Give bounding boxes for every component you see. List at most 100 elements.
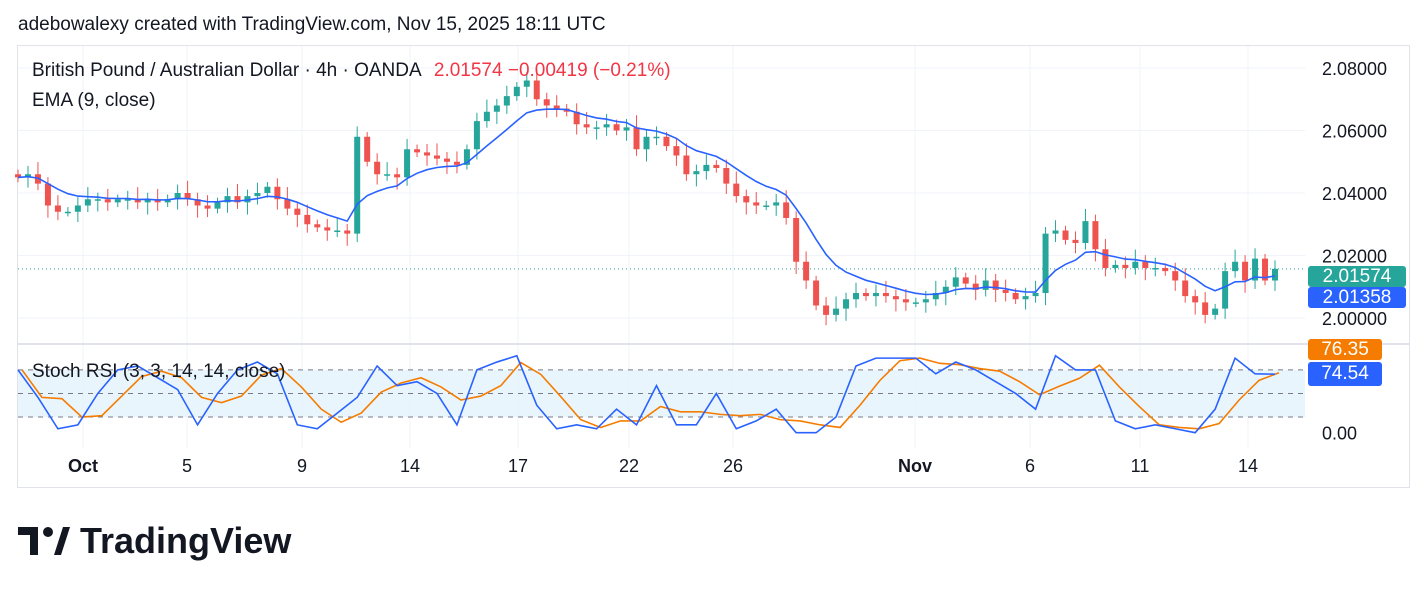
ema-legend: EMA (9, close) <box>32 90 156 111</box>
candle-body <box>843 299 850 309</box>
candle-body <box>1062 230 1069 240</box>
candle-body <box>942 286 949 293</box>
candle-body <box>1112 264 1119 268</box>
candle-body <box>813 280 820 306</box>
candle-body <box>1262 258 1269 281</box>
candle-body <box>94 199 101 201</box>
candle-body <box>214 202 221 209</box>
candle-body <box>683 155 690 175</box>
price-tick-label: 2.06000 <box>1322 122 1387 142</box>
candle-body <box>294 208 301 215</box>
candle-body <box>763 205 770 207</box>
candle-body <box>982 280 989 290</box>
candle-body <box>493 105 500 112</box>
candle-body <box>653 136 660 139</box>
candle-body <box>673 146 680 156</box>
candle-body <box>703 164 710 172</box>
stoch-d-badge: 76.35 <box>1308 339 1382 360</box>
candle-body <box>194 199 201 206</box>
candle-body <box>134 199 141 203</box>
stoch-tick-label: 0.00 <box>1322 424 1357 444</box>
candle-body <box>234 196 241 203</box>
candle-body <box>1142 261 1149 268</box>
candle-body <box>663 136 670 147</box>
candle-body <box>384 174 391 176</box>
time-tick-label: 14 <box>400 456 420 476</box>
candle-body <box>154 199 161 203</box>
time-tick-label: 6 <box>1025 456 1035 476</box>
chart-frame[interactable] <box>17 45 1410 488</box>
candle-body <box>473 121 480 150</box>
candle-body <box>1212 308 1219 315</box>
tradingview-logo[interactable]: TradingView <box>18 520 291 562</box>
time-tick-label: 9 <box>297 456 307 476</box>
candle-body <box>354 136 361 234</box>
candle-body <box>753 202 760 206</box>
candle-body <box>972 283 979 290</box>
candle-body <box>553 105 560 109</box>
candle-body <box>583 124 590 128</box>
stoch-d-line <box>21 357 1280 430</box>
candle-body <box>513 86 520 97</box>
candle-body <box>723 168 730 184</box>
candle-body <box>254 193 261 197</box>
candle-body <box>643 136 650 150</box>
candle-body <box>543 99 550 106</box>
time-tick-label: 11 <box>1131 456 1150 476</box>
price-tick-label: 2.02000 <box>1322 247 1387 267</box>
price-tick-label: 2.08000 <box>1322 59 1387 79</box>
candle-body <box>633 127 640 150</box>
candle-body <box>264 186 271 193</box>
candle-body <box>364 136 371 162</box>
candle-body <box>74 205 81 212</box>
candle-body <box>503 96 510 106</box>
candle-body <box>593 127 600 129</box>
symbol-title: British Pound / Australian Dollar · 4h ·… <box>32 60 421 81</box>
candle-body <box>1172 271 1179 281</box>
candle-body <box>463 149 470 165</box>
chart-caption: adebowalexy created with TradingView.com… <box>18 14 606 35</box>
candle-body <box>1022 296 1029 300</box>
candle-body <box>1202 302 1209 315</box>
candle-body <box>1182 280 1189 297</box>
candle-body <box>803 261 810 281</box>
candle-body <box>872 293 879 297</box>
price-change: −0.00419 (−0.21%) <box>507 60 671 81</box>
ema-line <box>17 108 1276 296</box>
time-tick-label: 14 <box>1238 456 1258 476</box>
candle-body <box>1272 268 1278 281</box>
candle-body <box>862 293 869 297</box>
candle-body <box>783 202 790 218</box>
candle-body <box>1222 271 1229 309</box>
candle-body <box>1072 239 1079 243</box>
stoch-k-line <box>17 354 1276 434</box>
candle-body <box>324 227 331 231</box>
candle-body <box>304 214 311 225</box>
time-tick-label: 5 <box>182 456 192 476</box>
candle-body <box>573 111 580 125</box>
candle-body <box>912 302 919 304</box>
candle-body <box>533 80 540 100</box>
candle-body <box>793 218 800 262</box>
candle-body <box>404 149 411 178</box>
candle-body <box>114 199 121 203</box>
candle-body <box>693 171 700 175</box>
candle-body <box>15 174 21 178</box>
candle-body <box>1082 221 1089 243</box>
last-price-badge: 2.01574 <box>1308 266 1406 287</box>
candle-body <box>224 196 231 203</box>
candle-body <box>773 202 780 206</box>
candle-body <box>244 196 251 203</box>
time-tick-label: 22 <box>619 456 639 476</box>
candle-body <box>1152 268 1159 270</box>
candle-body <box>64 211 71 214</box>
candle-body <box>1052 230 1059 234</box>
candle-body <box>713 164 720 168</box>
candle-body <box>483 111 490 122</box>
candle-body <box>1132 261 1139 268</box>
candle-body <box>344 230 351 234</box>
candle-body <box>1122 264 1129 268</box>
candle-body <box>424 152 431 156</box>
candle-body <box>833 308 840 315</box>
